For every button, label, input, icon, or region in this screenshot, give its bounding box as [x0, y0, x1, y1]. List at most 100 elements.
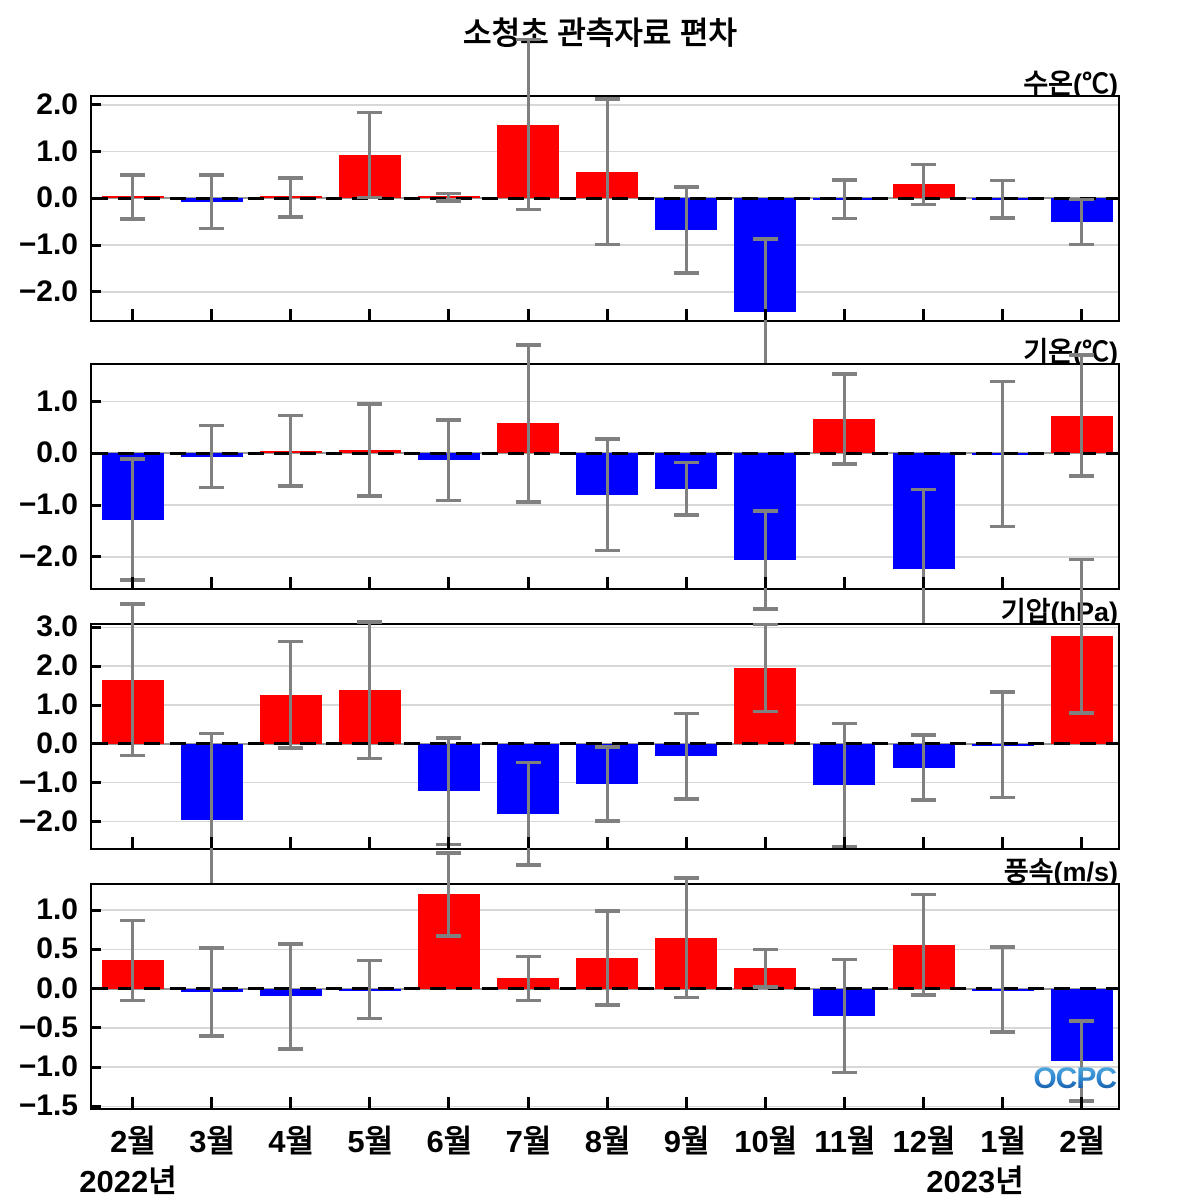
panel-label-water-temp: 수온(℃) [1023, 69, 1118, 99]
y-tick-mark [92, 1065, 101, 1069]
error-bar-line [605, 438, 609, 551]
error-bar-cap [911, 487, 936, 492]
error-bar-cap [515, 954, 541, 959]
error-bar-cap [752, 607, 778, 611]
error-bar-line [289, 177, 293, 218]
error-bar-cap [199, 1034, 225, 1038]
error-bar-cap [278, 176, 304, 180]
y-tick-mark [92, 1026, 101, 1030]
error-bar-cap [1069, 1019, 1095, 1023]
zero-line-dashes [92, 451, 1118, 455]
x-tick-label-6월: 6월 [426, 1124, 473, 1159]
y-tick-mark [92, 290, 101, 294]
x-tick-label-11월: 11월 [814, 1124, 876, 1159]
error-bar-cap [831, 216, 857, 221]
error-bar-cap [436, 736, 462, 740]
y-tick-mark [92, 555, 101, 559]
y-tick-label: 1.0 [36, 688, 78, 722]
x-tick-mark [1080, 1097, 1084, 1108]
y-tick-label: 0.0 [36, 971, 78, 1005]
error-bar-cap [120, 457, 145, 461]
error-bar-line [526, 762, 530, 866]
x-tick-mark [131, 1097, 134, 1108]
error-bar-cap [1069, 711, 1095, 715]
x-tick-mark [447, 309, 451, 320]
error-bar-cap [594, 909, 620, 913]
error-bar-line [763, 510, 767, 610]
error-bar-cap [752, 622, 778, 627]
y-tick-label: 1.0 [36, 893, 78, 927]
x-tick-mark [210, 1097, 214, 1108]
x-tick-mark [1001, 837, 1005, 848]
error-bar-line [684, 186, 688, 273]
error-bar-cap [594, 745, 620, 749]
error-bar-cap [1069, 353, 1095, 357]
error-bar-cap [831, 372, 857, 376]
gridline [92, 504, 1118, 506]
zero-line-dashes [92, 196, 1118, 200]
error-bar-cap [1069, 474, 1095, 478]
y-tick-mark [92, 664, 101, 668]
zero-line-dashes [92, 987, 1118, 991]
gridline [92, 1105, 1118, 1108]
error-bar-cap [357, 958, 383, 963]
error-bar-cap [752, 509, 778, 513]
error-bar-cap [199, 173, 225, 177]
error-bar-line [447, 738, 451, 845]
error-bar-cap [911, 993, 936, 997]
gridline [92, 400, 1118, 403]
x-tick-mark [289, 309, 293, 320]
error-bar-line [447, 852, 451, 937]
error-bar-line [605, 98, 609, 245]
error-bar-cap [120, 602, 145, 606]
error-bar-cap [357, 494, 383, 498]
x-tick-mark [447, 577, 451, 588]
x-tick-mark [842, 309, 846, 320]
error-bar-line [605, 910, 609, 1006]
plot-air-temp [90, 343, 1120, 651]
error-bar-cap [990, 178, 1016, 183]
x-tick-mark [684, 309, 688, 320]
error-bar-cap [673, 797, 699, 801]
x-tick-mark [922, 837, 925, 848]
y-tick-label: 0.0 [36, 726, 78, 760]
y-tick-mark [92, 243, 101, 247]
error-bar-line [684, 462, 688, 516]
error-bar-cap [990, 690, 1016, 694]
x-tick-mark [526, 1097, 530, 1108]
x-tick-mark [210, 577, 214, 588]
error-bar-cap [673, 711, 699, 716]
error-bar-cap [594, 548, 620, 553]
error-bar-cap [594, 819, 620, 823]
error-bar-cap [911, 202, 936, 207]
x-tick-mark [289, 577, 293, 588]
gridline [92, 150, 1118, 153]
error-bar-line [842, 373, 846, 464]
error-bar-line [684, 877, 688, 998]
x-axis-labels: 2월 3월 4월 5월 6월 7월 8월 9월 10월 11월 12월 1월 2월 [90, 1116, 1120, 1159]
y-tick-mark [92, 781, 101, 785]
ocpc-logo: OCPC [1022, 1062, 1117, 1096]
y-tick-label: 0.0 [36, 436, 78, 470]
x-tick-label-10월: 10월 [734, 1124, 798, 1159]
error-bar-cap [831, 178, 857, 182]
y-tick-mark [92, 703, 101, 707]
error-bar-cap [990, 524, 1016, 529]
x-tick-mark [289, 1097, 293, 1108]
error-bar-line [131, 175, 134, 219]
error-bar-line [210, 947, 214, 1036]
y-tick-mark [92, 908, 101, 912]
error-bar-cap [278, 942, 304, 946]
y-tick-label: 0.0 [36, 181, 78, 215]
x-tick-mark [1001, 1097, 1005, 1108]
x-tick-label-12월: 12월 [892, 1124, 956, 1159]
error-bar-line [368, 960, 372, 1019]
error-bar-cap [120, 998, 145, 1003]
y-tick-label: 1.0 [36, 134, 78, 168]
y-tick-mark [92, 150, 101, 154]
error-bar-cap [199, 731, 225, 736]
x-tick-mark [763, 837, 767, 848]
